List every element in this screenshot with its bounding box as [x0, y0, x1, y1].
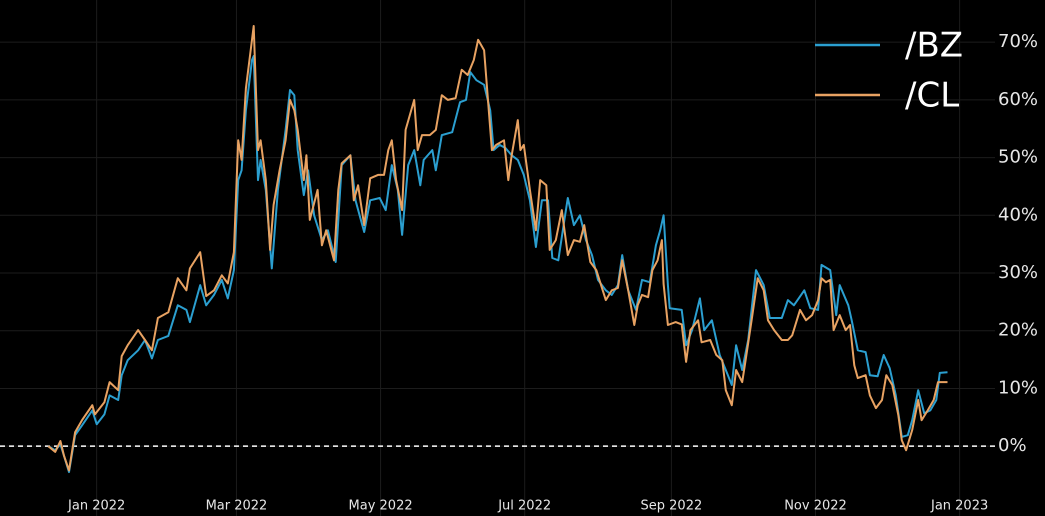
x-tick-label: Nov 2022	[784, 499, 847, 514]
x-tick-label: Jan 2023	[930, 499, 988, 514]
series-line	[47, 55, 948, 474]
x-tick-label: May 2022	[349, 499, 413, 514]
y-tick-label: 20%	[998, 320, 1038, 341]
x-tick-label: Jan 2022	[67, 499, 125, 514]
x-tick-label: Jul 2022	[497, 499, 551, 514]
y-tick-label: 30%	[998, 262, 1038, 283]
legend-label: /CL	[905, 76, 959, 116]
x-tick-label: Sep 2022	[641, 499, 703, 514]
y-tick-label: 40%	[998, 204, 1038, 225]
y-tick-label: 60%	[998, 89, 1038, 110]
y-tick-label: 50%	[998, 147, 1038, 168]
legend-label: /BZ	[905, 26, 963, 66]
series-line	[47, 25, 948, 472]
y-tick-label: 70%	[998, 31, 1038, 52]
y-tick-label: 0%	[998, 435, 1027, 456]
y-tick-label: 10%	[998, 377, 1038, 398]
x-tick-label: Mar 2022	[206, 499, 268, 514]
